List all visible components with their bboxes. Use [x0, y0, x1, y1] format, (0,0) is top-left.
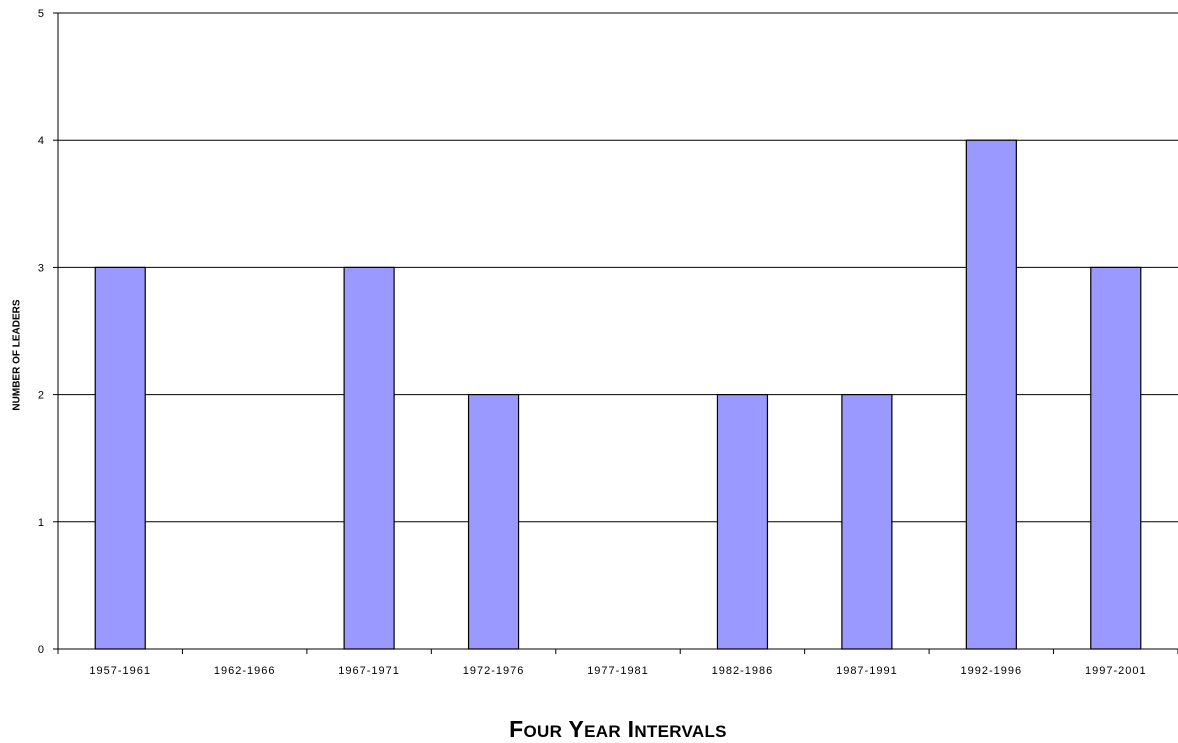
- x-tick-label: 1977-1981: [587, 665, 649, 677]
- bar: [94, 266, 146, 650]
- x-tick-label: 1972-1976: [463, 665, 525, 677]
- x-tick-label: 1957-1961: [89, 665, 151, 677]
- x-tick-label: 1987-1991: [836, 665, 898, 677]
- bar: [1090, 266, 1142, 650]
- y-tick-label: 2: [38, 390, 44, 402]
- x-tick-label: 1967-1971: [338, 665, 400, 677]
- bar: [841, 394, 893, 650]
- y-tick-label: 5: [38, 8, 44, 20]
- y-tick-label: 3: [38, 262, 44, 274]
- bar: [716, 394, 769, 650]
- x-tick-label: 1997-2001: [1085, 665, 1147, 677]
- bar: [343, 266, 395, 650]
- y-tick-label: 4: [38, 135, 44, 147]
- y-axis-label: NUMBER OF LEADERS: [11, 299, 23, 411]
- x-axis-label: FOUR YEAR INTERVALS: [509, 716, 727, 742]
- bar: [467, 394, 520, 650]
- bar: [965, 139, 1017, 650]
- y-tick-label: 1: [38, 517, 44, 529]
- y-tick-label: 0: [38, 644, 44, 656]
- x-tick-label: 1992-1996: [961, 665, 1023, 677]
- x-tick-label: 1962-1966: [214, 665, 276, 677]
- x-tick-label: 1982-1986: [712, 665, 774, 677]
